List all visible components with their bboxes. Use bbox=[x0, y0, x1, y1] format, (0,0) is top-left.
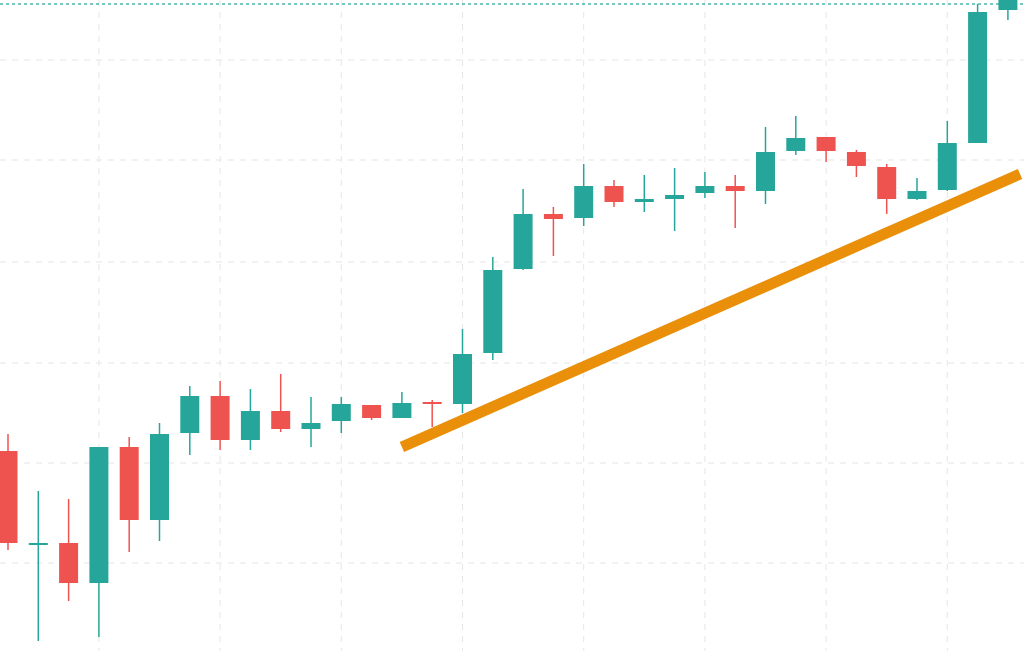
candle-body bbox=[0, 451, 18, 543]
candle-body bbox=[240, 411, 260, 440]
candle-body bbox=[392, 403, 412, 418]
candle-body bbox=[271, 411, 291, 429]
candle-body bbox=[89, 447, 109, 583]
candle-body bbox=[907, 191, 927, 199]
candle-body bbox=[756, 152, 775, 191]
candle-body bbox=[59, 543, 79, 583]
candle-body bbox=[301, 423, 321, 429]
candle-body bbox=[846, 152, 866, 166]
candle-body bbox=[604, 186, 624, 202]
candle-body bbox=[725, 186, 745, 191]
candle-body bbox=[937, 143, 957, 190]
candle-body bbox=[362, 405, 382, 418]
candle-body bbox=[210, 396, 230, 440]
candle-body bbox=[28, 543, 48, 545]
candle-body bbox=[453, 354, 472, 404]
candle-body bbox=[543, 214, 563, 219]
candle-body bbox=[816, 137, 836, 151]
candle-body bbox=[483, 270, 503, 353]
candle-body bbox=[422, 402, 442, 404]
candle-body bbox=[180, 396, 200, 433]
candle-body bbox=[634, 199, 654, 202]
candle-body bbox=[331, 404, 351, 421]
candle-body bbox=[513, 214, 533, 269]
candle-body bbox=[786, 138, 806, 151]
candle-body bbox=[119, 447, 139, 520]
candle-body bbox=[574, 186, 594, 218]
candle-body bbox=[998, 0, 1018, 10]
candle-body bbox=[968, 12, 988, 143]
trend-line bbox=[399, 168, 1023, 453]
candle-body bbox=[877, 167, 897, 199]
candle-body bbox=[150, 434, 169, 520]
candle-body bbox=[665, 195, 685, 199]
candle-body bbox=[695, 186, 715, 193]
